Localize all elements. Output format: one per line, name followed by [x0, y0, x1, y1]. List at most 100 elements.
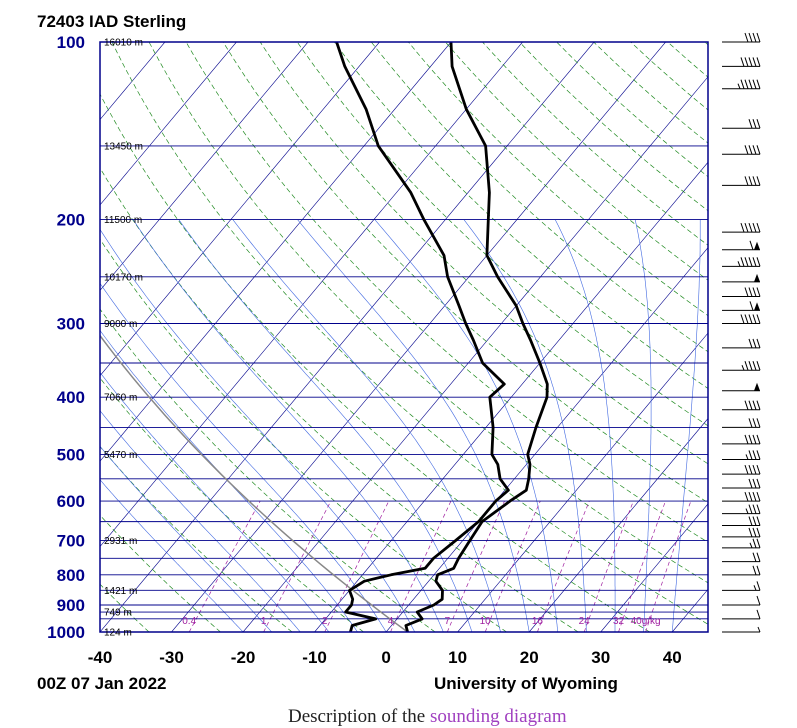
- wind-barb-full: [753, 492, 756, 501]
- height-label: 5470 m: [104, 450, 137, 461]
- wind-barb-full: [749, 176, 752, 185]
- wind-barb-full: [749, 33, 752, 42]
- wind-barb-full: [749, 339, 752, 348]
- height-label: 124 m: [104, 628, 132, 639]
- wind-barb: [722, 596, 760, 605]
- wind-barb-full: [753, 505, 756, 514]
- wind-barb: [722, 223, 760, 232]
- wind-barb: [722, 401, 760, 410]
- wind-barb-full: [745, 401, 748, 410]
- pressure-tick-label: 300: [57, 315, 85, 334]
- mixing-ratio-label: 0.4: [182, 616, 196, 627]
- wind-barb: [722, 301, 760, 310]
- wind-barb-full: [745, 57, 748, 66]
- wind-barb-full: [749, 465, 752, 474]
- dry-adiabat-line: [631, 42, 797, 632]
- wind-barb-full: [745, 492, 748, 501]
- wind-barb-full: [749, 361, 752, 370]
- wind-barb-full: [757, 33, 760, 42]
- wind-barb-full: [757, 119, 760, 128]
- pressure-tick-label: 700: [57, 532, 85, 551]
- caption-text: Description of the: [288, 706, 425, 727]
- wind-barb-full: [741, 223, 744, 232]
- temperature-tick-label: -40: [88, 648, 113, 667]
- wind-barb: [722, 176, 760, 185]
- wind-barb-full: [753, 401, 756, 410]
- wind-barb-full: [753, 418, 756, 427]
- mixing-ratio-label: 24: [579, 616, 591, 627]
- wind-barb: [722, 539, 760, 548]
- moist-adiabat-line: [635, 220, 651, 632]
- wind-barb-full: [757, 492, 760, 501]
- wind-barb: [722, 274, 760, 282]
- wind-barb-full: [757, 517, 760, 526]
- isotherm-line: [100, 42, 594, 632]
- wind-barb-full: [753, 361, 756, 370]
- temperature-tick-label: -30: [159, 648, 184, 667]
- wind-barb: [722, 33, 760, 42]
- dewpoint-line: [337, 42, 509, 632]
- wind-barb-flag: [754, 242, 760, 250]
- wind-barb: [722, 339, 760, 348]
- wind-barb-flag: [754, 302, 760, 310]
- wind-barb-full: [757, 361, 760, 370]
- height-label: 7060 m: [104, 393, 137, 404]
- isotherm-line: [0, 42, 308, 632]
- pressure-tick-label: 200: [57, 211, 85, 230]
- wind-barbs: [722, 33, 760, 632]
- wind-barb-half: [746, 454, 748, 459]
- wind-barb-full: [757, 339, 760, 348]
- isotherm-line: [243, 42, 737, 632]
- wind-barb-full: [757, 223, 760, 232]
- wind-barb-full: [757, 553, 760, 562]
- mixing-ratio-label: 10: [480, 616, 492, 627]
- isotherm-line: [315, 42, 797, 632]
- wind-barb-half: [742, 365, 744, 370]
- dry-adiabat-line: [520, 42, 797, 632]
- wind-barb-half: [758, 627, 760, 632]
- wind-barb-full: [757, 610, 760, 619]
- wind-barb: [722, 610, 760, 619]
- pressure-tick-label: 1000: [47, 623, 85, 642]
- pressure-tick-label: 400: [57, 388, 85, 407]
- temperature-tick-label: 0: [381, 648, 390, 667]
- temperature-tick-label: 40: [663, 648, 682, 667]
- wind-barb-full: [757, 288, 760, 297]
- wind-barb: [722, 361, 760, 370]
- wind-barb-half: [738, 84, 740, 89]
- wind-barb: [722, 435, 760, 444]
- wind-barb-full: [757, 315, 760, 324]
- mixing-ratio-label: 16: [532, 616, 544, 627]
- wind-barb-full: [749, 492, 752, 501]
- wind-barb-full: [741, 57, 744, 66]
- footer-date: 00Z 07 Jan 2022: [37, 674, 166, 693]
- isotherm-line: [28, 42, 522, 632]
- wind-barb-full: [749, 479, 752, 488]
- wind-barb-full: [750, 301, 753, 310]
- wind-barb-full: [753, 33, 756, 42]
- wind-barb-full: [757, 57, 760, 66]
- wind-barb-full: [753, 315, 756, 324]
- wind-barb: [722, 241, 760, 250]
- caption-link[interactable]: sounding diagram: [430, 706, 567, 727]
- wind-barb-full: [741, 80, 744, 89]
- wind-barb: [722, 465, 760, 474]
- wind-barb-full: [753, 288, 756, 297]
- wind-barb: [722, 505, 760, 514]
- height-label: 749 m: [104, 608, 132, 619]
- wind-barb-full: [749, 450, 752, 459]
- wind-barb-full: [749, 119, 752, 128]
- wind-barb-full: [749, 418, 752, 427]
- height-label: 2931 m: [104, 536, 137, 547]
- wind-barb-full: [757, 505, 760, 514]
- pressure-tick-label: 900: [57, 596, 85, 615]
- wind-barb-full: [749, 145, 752, 154]
- moist-adiabat-line: [2, 220, 329, 632]
- dry-adiabat-line: [186, 42, 797, 632]
- wind-barb: [722, 450, 760, 459]
- wind-barb: [722, 145, 760, 154]
- wind-barb-full: [757, 528, 760, 537]
- wind-barb-flag: [754, 274, 760, 282]
- wind-barb-full: [745, 145, 748, 154]
